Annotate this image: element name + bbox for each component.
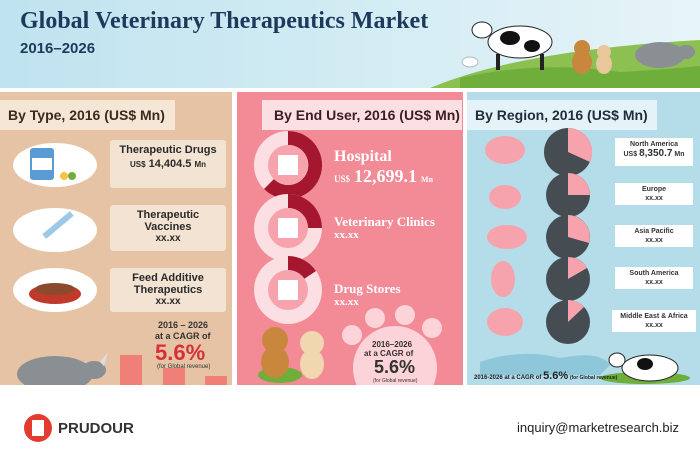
value: US$ 12,699.1 Mn [334, 166, 433, 187]
amount: xx.xx [645, 279, 663, 286]
type-icons [13, 143, 97, 312]
hen [461, 56, 479, 68]
cagr-rate: 5.6% [374, 357, 416, 377]
label: Asia Pacific [634, 228, 674, 235]
heading: By Region, 2016 (US$ Mn) [475, 107, 648, 123]
cow [471, 21, 553, 70]
item: Europe xx.xx [615, 183, 693, 205]
label: Therapeutic Vaccines [136, 209, 200, 233]
heading: By Type, 2016 (US$ Mn) [8, 107, 165, 123]
item: Therapeutic Drugs US$ 14,404.5 Mn [110, 140, 226, 188]
cagr-text: at a CAGR of [504, 375, 542, 381]
end-user-donuts [254, 130, 323, 324]
amount: xx.xx [155, 233, 181, 244]
years: 2016–2026 [20, 40, 96, 57]
amount: xx.xx [645, 322, 663, 329]
suffix: Mn [194, 160, 207, 169]
email: inquiry@marketresearch.biz [517, 420, 680, 435]
dog-cat [572, 40, 612, 74]
amount: 8,350.7 [639, 148, 673, 159]
end-user-heading-bg [262, 100, 462, 130]
amount: xx.xx [334, 229, 359, 241]
heading: By End User, 2016 (US$ Mn) [274, 107, 460, 123]
suffix: Mn [421, 175, 434, 184]
cagr-line: 2016-2026 at a CAGR of 5.6% (for Global … [474, 370, 617, 382]
type-heading-bg [0, 100, 175, 130]
cagr-note: (for Global revenue) [569, 375, 618, 381]
cagr-rate: 5.6% [543, 370, 569, 382]
amount: xx.xx [155, 296, 181, 307]
unit: US$ [623, 151, 638, 158]
rhino [635, 42, 695, 68]
cagr-note: (for Global revenue) [157, 364, 211, 370]
label: Hospital [334, 148, 392, 165]
item: Feed Additive Therapeutics xx.xx [110, 268, 226, 312]
unit: US$ [129, 160, 146, 169]
item: North America US$ 8,350.7 Mn [615, 138, 693, 166]
cagr-text: at a CAGR of [155, 331, 211, 341]
amount: 14,404.5 [148, 158, 192, 170]
grass [460, 66, 700, 88]
cagr-period: 2016–2026 [372, 340, 413, 349]
cagr-note: (for Global revenue) [373, 378, 418, 384]
amount: xx.xx [645, 195, 663, 202]
dog-cat-middle [258, 327, 324, 383]
label: Veterinary Clinics [334, 214, 435, 229]
label: Middle East & Africa [620, 313, 688, 320]
item: Therapeutic Vaccines xx.xx [110, 205, 226, 251]
cow-right [600, 352, 690, 384]
item: Middle East & Africa xx.xx [612, 310, 696, 332]
cagr-period: 2016 – 2026 [158, 320, 209, 330]
label: North America [630, 141, 678, 148]
label: Europe [641, 186, 667, 193]
region-heading-bg [467, 100, 657, 130]
suffix: Mn [674, 151, 685, 158]
amount: 12,699.1 [354, 166, 418, 186]
cagr-text: at a CAGR of [364, 349, 414, 358]
brand: PRUDOUR [58, 420, 134, 437]
region-maps-pies [480, 127, 610, 375]
label: Feed Additive Therapeutics [132, 272, 204, 296]
footer-bg [0, 385, 700, 450]
title: Global Veterinary Therapeutics Market [20, 8, 429, 34]
label: South America [629, 270, 679, 277]
unit: US$ [334, 174, 351, 184]
item: Asia Pacific xx.xx [615, 225, 693, 247]
label: Drug Stores [334, 281, 401, 296]
amount: xx.xx [645, 237, 663, 244]
cagr-period: 2016-2026 [474, 375, 503, 381]
item: South America xx.xx [615, 267, 693, 289]
amount: xx.xx [334, 296, 359, 308]
logo-mark [32, 420, 44, 436]
label: Therapeutic Drugs [119, 144, 217, 156]
cagr-rate: 5.6% [155, 340, 206, 365]
